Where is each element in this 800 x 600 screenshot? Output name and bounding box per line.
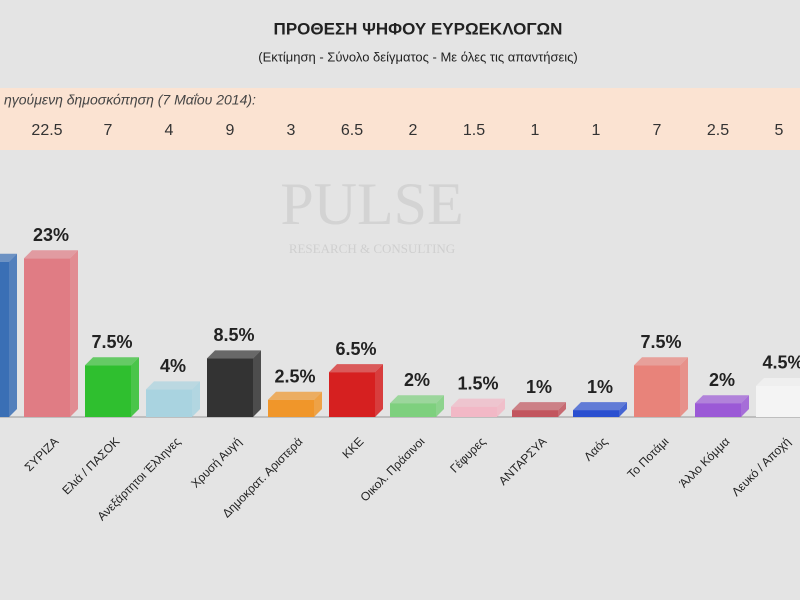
- value-label: 7.5%: [640, 332, 681, 352]
- previous-title: ηγούμενη δημοσκόπηση (7 Μαΐου 2014):: [4, 92, 256, 108]
- value-label: 2%: [404, 370, 430, 390]
- value-label: 2%: [709, 370, 735, 390]
- bar-side: [375, 364, 383, 417]
- value-label: 1%: [526, 377, 552, 397]
- previous-value: 22.5: [31, 122, 62, 139]
- chart-title: ΠΡΟΘΕΣΗ ΨΗΦΟΥ ΕΥΡΩΕΚΛΟΓΩΝ: [274, 19, 563, 38]
- previous-value: 2: [409, 122, 418, 139]
- value-label: 4.5%: [762, 353, 800, 373]
- bar: [695, 403, 741, 417]
- bar-top: [390, 395, 444, 404]
- x-tick-label: ΣΥΡΙΖΑ: [22, 434, 62, 474]
- x-tick-label: Γέφυρες: [447, 434, 488, 475]
- bar-side: [70, 250, 78, 417]
- bar: [451, 406, 497, 417]
- bar-side: [192, 381, 200, 417]
- bar: [329, 372, 375, 417]
- x-tick-label: Ελιά / ΠΑΣΟΚ: [59, 434, 122, 497]
- x-tick-label: ΚΚΕ: [339, 434, 366, 461]
- bar-side: [253, 350, 261, 417]
- bar: [0, 261, 9, 417]
- bar: [573, 410, 619, 417]
- x-tick-label: ΑΝΤΑΡΣΥΑ: [496, 434, 549, 487]
- bar-top: [634, 357, 688, 366]
- value-label: 23%: [33, 225, 69, 245]
- previous-value: 7: [653, 122, 662, 139]
- bar-side: [619, 402, 627, 417]
- previous-band: [0, 88, 800, 150]
- x-tick-label: Λευκό / Αποχή: [729, 434, 794, 499]
- previous-value: 2.5: [707, 122, 729, 139]
- x-tick-label: Χρυσή Αυγή: [188, 434, 244, 490]
- bar: [85, 365, 131, 417]
- bar: [24, 258, 70, 417]
- previous-value: 1: [531, 122, 540, 139]
- previous-value: 9: [226, 122, 235, 139]
- value-label: 1.5%: [457, 373, 498, 393]
- bar-side: [680, 357, 688, 417]
- bar-top: [451, 398, 505, 407]
- bar-side: [497, 398, 505, 417]
- bar: [512, 410, 558, 417]
- bar-side: [436, 395, 444, 417]
- value-label: 8.5%: [213, 325, 254, 345]
- bar-side: [131, 357, 139, 417]
- bar-side: [9, 253, 17, 417]
- bar-top: [24, 250, 78, 259]
- bar-top: [207, 350, 261, 359]
- x-tick-label: Άλλο Κόμμα: [676, 434, 732, 490]
- previous-value: 1.5: [463, 122, 485, 139]
- previous-value: 4: [165, 122, 174, 139]
- bar: [268, 399, 314, 417]
- bar-side: [314, 391, 322, 417]
- bar: [634, 365, 680, 417]
- bar-top: [756, 377, 800, 386]
- bar-top: [512, 402, 566, 411]
- bar-top: [268, 391, 322, 400]
- bar: [390, 403, 436, 417]
- chart-subtitle: (Εκτίμηση - Σύνολο δείγματος - Με όλες τ…: [258, 49, 578, 64]
- previous-value: 1: [592, 122, 601, 139]
- value-label: 7.5%: [91, 332, 132, 352]
- bar-side: [741, 395, 749, 417]
- watermark-sub: RESEARCH & CONSULTING: [289, 241, 455, 256]
- value-label: 4%: [160, 356, 186, 376]
- previous-value: 7: [104, 122, 113, 139]
- x-tick-label: Το Ποτάμι: [624, 434, 671, 481]
- value-label: 6.5%: [335, 339, 376, 359]
- x-tick-label: Οικολ. Πράσινοι: [357, 434, 427, 504]
- watermark: PULSE: [280, 171, 463, 237]
- bar: [207, 358, 253, 417]
- previous-value: 3: [287, 122, 296, 139]
- bar: [756, 385, 800, 417]
- bar-top: [146, 381, 200, 390]
- bar-top: [85, 357, 139, 366]
- bar-top: [695, 395, 749, 404]
- value-label: 2.5%: [274, 367, 315, 387]
- value-label: 1%: [587, 377, 613, 397]
- previous-value: 5: [775, 122, 784, 139]
- bar-side: [558, 402, 566, 417]
- bar-top: [573, 402, 627, 411]
- bar-top: [329, 364, 383, 373]
- bar-top: [0, 253, 17, 262]
- previous-value: 6.5: [341, 122, 363, 139]
- x-tick-label: Λαός: [581, 434, 610, 463]
- bar: [146, 389, 192, 417]
